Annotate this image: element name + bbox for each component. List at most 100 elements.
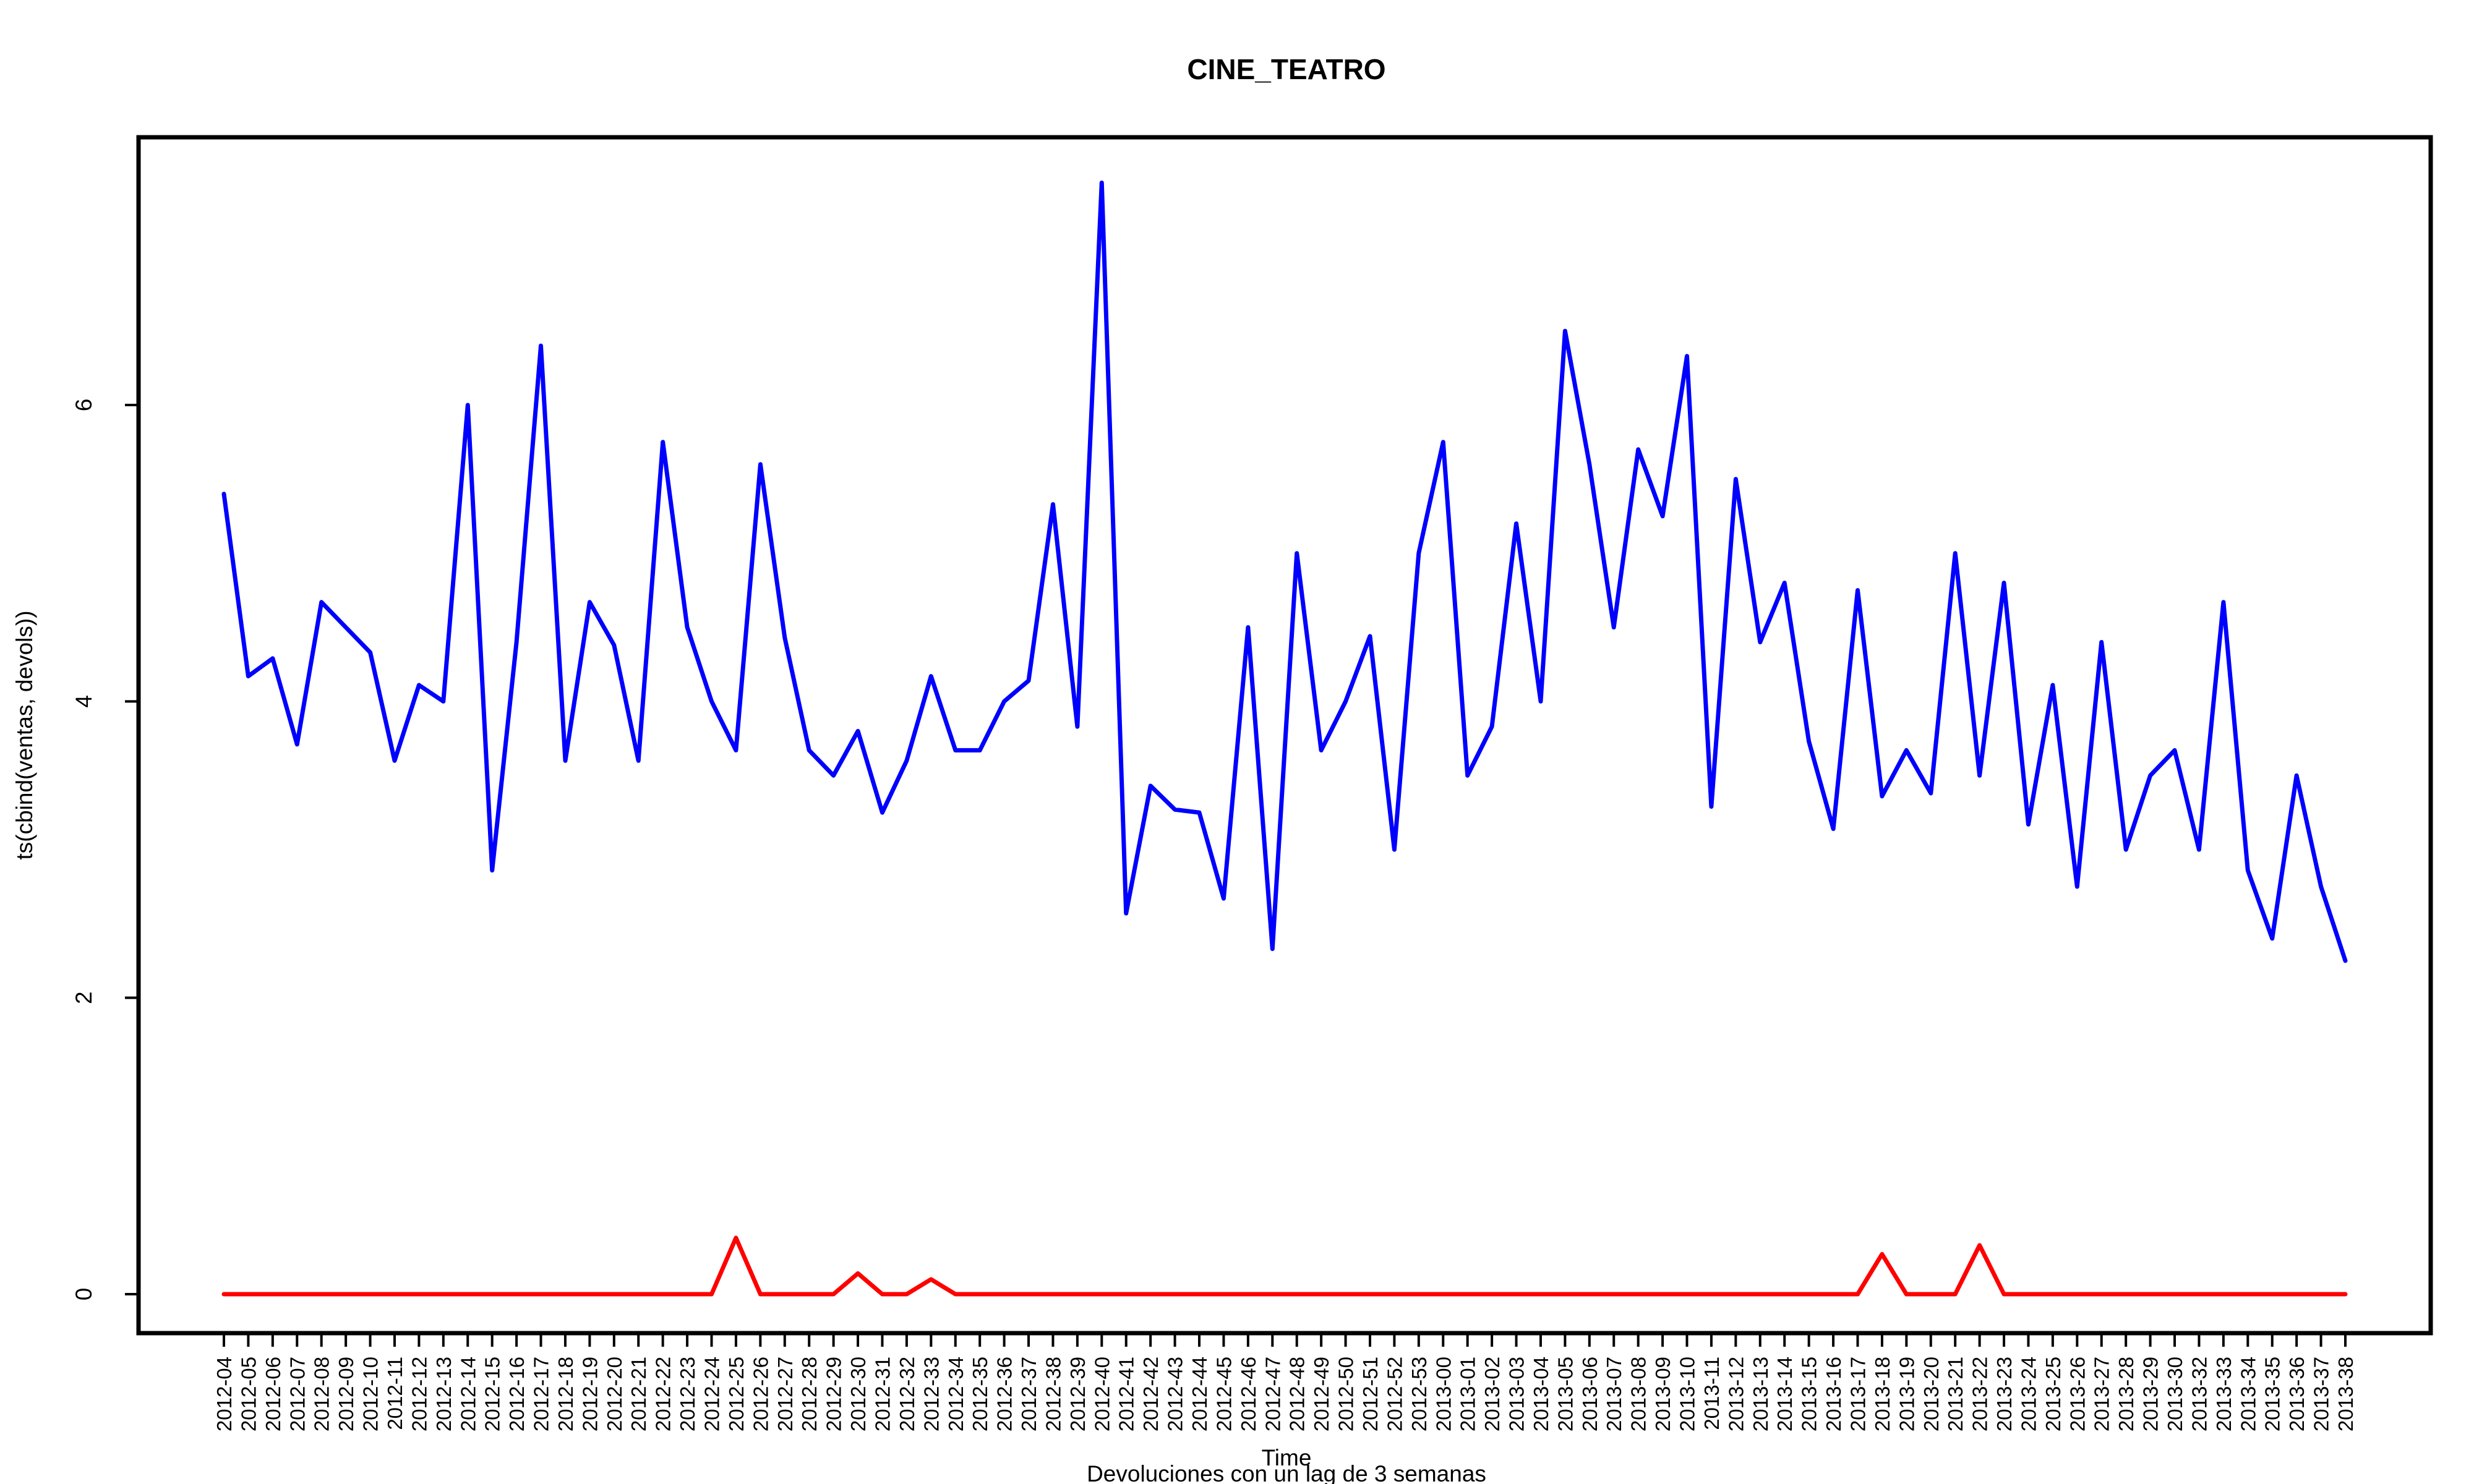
- series-line-2: [221, 1235, 2348, 1297]
- x-tick-label: 2013-01: [1457, 1357, 1479, 1431]
- x-tick-label: 2013-07: [1603, 1357, 1625, 1431]
- x-tick-label: 2013-34: [2236, 1357, 2259, 1431]
- x-tick-label: 2012-10: [359, 1357, 382, 1431]
- x-tick-label: 2012-37: [1017, 1357, 1040, 1431]
- x-tick-label: 2013-05: [1554, 1357, 1577, 1431]
- x-axis: 2012-04 2012-05 2012-06 2012-07 2012-08 2012-…: [213, 1333, 2357, 1431]
- x-tick-label: 2012-40: [1090, 1357, 1113, 1431]
- x-tick-label: 2012-05: [237, 1357, 260, 1431]
- plot-frame: [136, 135, 2433, 1336]
- x-tick-label: 2013-18: [1871, 1357, 1894, 1431]
- x-tick-label: 2012-29: [823, 1357, 845, 1431]
- x-tick-label: 2013-24: [2018, 1357, 2040, 1431]
- x-tick-label: 2013-12: [1724, 1357, 1747, 1431]
- x-tick-label: 2012-53: [1408, 1357, 1431, 1431]
- x-tick-label: 2012-34: [944, 1357, 967, 1431]
- x-tick-label: 2013-17: [1847, 1357, 1870, 1431]
- y-tick-label: 0: [71, 1288, 96, 1301]
- y-axis-label: ts(cbind(ventas, devols)): [12, 610, 37, 859]
- x-tick-label: 2012-43: [1164, 1357, 1187, 1431]
- x-tick-label: 2012-35: [969, 1357, 991, 1431]
- x-tick-label: 2013-09: [1651, 1357, 1674, 1431]
- x-tick-label: 2012-51: [1359, 1357, 1382, 1431]
- x-tick-label: 2013-38: [2334, 1357, 2357, 1431]
- series-line-1: [221, 181, 2348, 963]
- x-tick-label: 2012-46: [1237, 1357, 1260, 1431]
- x-tick-label: 2013-26: [2066, 1357, 2089, 1431]
- x-tick-label: 2012-24: [701, 1357, 724, 1431]
- x-tick-label: 2013-06: [1578, 1357, 1601, 1431]
- x-tick-label: 2013-33: [2212, 1357, 2235, 1431]
- x-tick-label: 2012-50: [1335, 1357, 1358, 1431]
- x-tick-label: 2012-38: [1042, 1357, 1065, 1431]
- x-tick-label: 2012-04: [213, 1357, 236, 1431]
- x-tick-label: 2013-15: [1798, 1357, 1821, 1431]
- x-tick-label: 2012-14: [456, 1357, 479, 1431]
- x-tick-label: 2012-22: [652, 1357, 675, 1431]
- x-tick-label: 2013-35: [2261, 1357, 2284, 1431]
- x-tick-label: 2012-32: [896, 1357, 918, 1431]
- x-tick-label: 2012-28: [798, 1357, 821, 1431]
- x-tick-label: 2012-26: [749, 1357, 772, 1431]
- x-tick-label: 2013-10: [1676, 1357, 1699, 1431]
- x-tick-label: 2012-42: [1139, 1357, 1162, 1431]
- x-tick-label: 2013-23: [1993, 1357, 2016, 1431]
- y-tick-label: 2: [71, 991, 96, 1004]
- x-tick-label: 2013-08: [1627, 1357, 1650, 1431]
- x-tick-label: 2013-11: [1700, 1357, 1723, 1430]
- x-tick-label: 2013-37: [2310, 1357, 2333, 1431]
- x-tick-label: 2012-20: [603, 1357, 626, 1431]
- x-tick-label: 2013-19: [1895, 1357, 1918, 1431]
- x-tick-label: 2012-07: [286, 1357, 309, 1431]
- x-tick-label: 2013-22: [1969, 1357, 1992, 1431]
- x-tick-label: 2012-44: [1188, 1357, 1211, 1431]
- x-tick-label: 2013-00: [1432, 1357, 1455, 1431]
- x-tick-label: 2012-21: [627, 1357, 650, 1431]
- x-tick-label: 2013-16: [1822, 1357, 1845, 1431]
- x-tick-label: 2013-28: [2115, 1357, 2138, 1431]
- chart-title: CINE_TEATRO: [1187, 53, 1385, 85]
- x-tick-label: 2013-27: [2091, 1357, 2113, 1431]
- x-axis-label: Time: [1262, 1445, 1312, 1470]
- x-tick-label: 2013-30: [2164, 1357, 2186, 1431]
- x-tick-label: 2013-20: [1920, 1357, 1943, 1431]
- x-tick-label: 2012-49: [1310, 1357, 1333, 1431]
- x-tick-label: 2013-13: [1749, 1357, 1772, 1431]
- y-tick-label: 4: [71, 695, 96, 708]
- y-axis: 0 2 4 6: [71, 399, 139, 1301]
- x-tick-label: 2012-41: [1115, 1357, 1138, 1431]
- x-tick-label: 2012-47: [1261, 1357, 1284, 1431]
- x-tick-label: 2012-23: [676, 1357, 699, 1431]
- x-tick-label: 2013-21: [1944, 1357, 1967, 1431]
- x-tick-label: 2012-11: [383, 1357, 406, 1430]
- x-tick-label: 2013-04: [1530, 1357, 1552, 1431]
- x-tick-label: 2013-03: [1505, 1357, 1528, 1431]
- x-tick-label: 2012-08: [310, 1357, 333, 1431]
- x-tick-label: 2013-32: [2188, 1357, 2211, 1431]
- x-tick-label: 2012-33: [920, 1357, 943, 1431]
- y-tick-label: 6: [71, 399, 96, 412]
- x-tick-label: 2013-25: [2042, 1357, 2065, 1431]
- x-tick-label: 2012-39: [1066, 1357, 1089, 1431]
- x-tick-label: 2013-02: [1481, 1357, 1504, 1431]
- x-tick-label: 2012-16: [505, 1357, 528, 1431]
- x-tick-label: 2012-13: [432, 1357, 455, 1431]
- x-tick-label: 2012-15: [481, 1357, 504, 1431]
- x-tick-label: 2012-27: [774, 1357, 797, 1431]
- x-tick-label: 2012-09: [335, 1357, 357, 1431]
- x-tick-label: 2012-06: [262, 1357, 285, 1431]
- x-tick-label: 2013-14: [1773, 1357, 1796, 1431]
- x-tick-label: 2013-36: [2285, 1357, 2308, 1431]
- x-tick-label: 2012-19: [578, 1357, 601, 1431]
- plot-area: [221, 181, 2348, 1297]
- x-tick-label: 2012-12: [408, 1357, 430, 1431]
- x-tick-label: 2012-18: [554, 1357, 577, 1431]
- x-tick-label: 2012-36: [993, 1357, 1016, 1431]
- x-tick-label: 2012-48: [1286, 1357, 1309, 1431]
- x-tick-label: 2012-45: [1212, 1357, 1235, 1431]
- x-tick-label: 2012-25: [725, 1357, 748, 1431]
- x-tick-label: 2012-52: [1383, 1357, 1406, 1431]
- chart-subtitle: Devoluciones con un lag de 3 semanas: [1087, 1461, 1486, 1484]
- x-tick-label: 2012-31: [871, 1357, 894, 1431]
